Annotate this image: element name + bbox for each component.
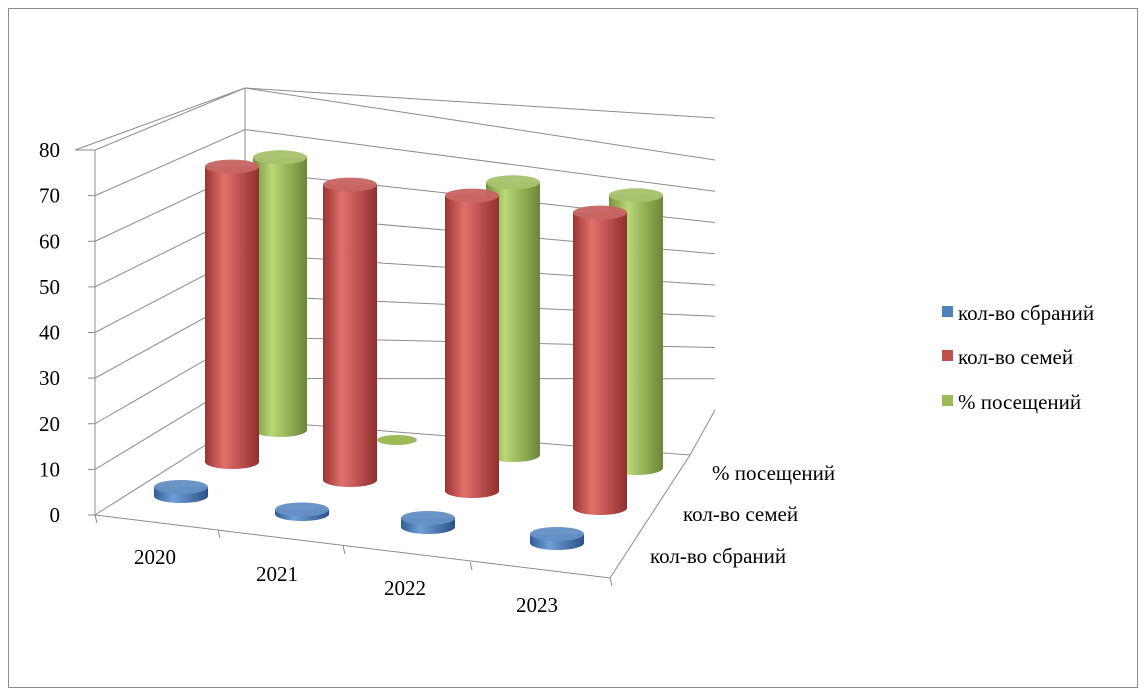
legend-label-2: % посещений — [958, 390, 1081, 414]
gridline — [94, 128, 716, 197]
bar-top — [445, 188, 499, 203]
bars-layer — [154, 150, 663, 550]
category-label: 2021 — [256, 562, 298, 586]
bar-body — [253, 157, 307, 437]
bar-body — [205, 166, 259, 469]
category-label: 2020 — [134, 545, 176, 569]
bar-top — [253, 150, 307, 165]
legend-swatch-0 — [942, 306, 953, 317]
bar-top-highlight — [275, 502, 329, 517]
bar-top-highlight — [445, 188, 499, 203]
category-label: 2022 — [384, 576, 426, 600]
y-tick-label: 0 — [50, 503, 61, 527]
bar-body — [486, 182, 540, 462]
bar-top-highlight — [154, 480, 208, 494]
bar-top — [154, 480, 208, 494]
depth-label: кол-во семей — [683, 502, 798, 526]
x-tick-mark — [469, 561, 473, 571]
depth-label: % посещений — [712, 461, 835, 485]
y-tick-label: 70 — [39, 184, 60, 208]
y-tick-label: 60 — [39, 229, 60, 253]
bar-top-highlight — [253, 150, 307, 165]
y-tick-labels: 0 10 20 30 40 50 60 70 80 — [39, 138, 60, 527]
bar-top — [573, 205, 627, 220]
legend-swatch-2 — [942, 395, 953, 406]
bar-1-3 — [573, 205, 627, 515]
bar-0-0 — [154, 480, 208, 503]
category-labels: 2020 2021 2022 2023 — [134, 545, 558, 617]
bar-0-3 — [530, 527, 584, 550]
x-tick-mark — [217, 529, 221, 539]
bar-top — [530, 527, 584, 541]
bar-top-highlight — [205, 159, 259, 174]
x-tick-mark — [609, 577, 613, 587]
bar-body — [445, 195, 499, 498]
legend-label-0: кол-во сбраний — [958, 301, 1094, 325]
floor-ticks — [94, 514, 613, 587]
y-tick-label: 30 — [39, 366, 60, 390]
bar-top-highlight — [486, 175, 540, 190]
bar-0-1 — [275, 502, 329, 521]
bar-2-1 — [377, 435, 417, 445]
legend: кол-во сбраний кол-во семей % посещений — [942, 301, 1094, 414]
y-tick-label: 10 — [39, 457, 60, 481]
bar-zero-disc — [377, 435, 417, 445]
bar-top-highlight — [609, 188, 663, 203]
bar-top-highlight — [323, 177, 377, 192]
y-tick-label: 80 — [39, 138, 60, 162]
bar-2-2 — [486, 175, 540, 462]
bar-top — [401, 511, 455, 525]
legend-label-1: кол-во семей — [958, 345, 1073, 369]
gridline — [94, 87, 716, 161]
bar-1-1 — [323, 177, 377, 487]
bar-1-2 — [445, 188, 499, 498]
x-tick-mark — [94, 514, 98, 524]
floor-right-edge — [689, 409, 716, 456]
bar-top-highlight — [573, 205, 627, 220]
bar-top-highlight — [401, 511, 455, 525]
y-tick-label: 50 — [39, 275, 60, 299]
bar-0-2 — [401, 511, 455, 534]
bar-top — [323, 177, 377, 192]
bar-2-0 — [253, 150, 307, 437]
depth-labels: кол-во сбраний кол-во семей % посещений — [650, 461, 835, 568]
y-tick-label: 40 — [39, 321, 60, 345]
legend-swatch-1 — [942, 350, 953, 361]
y-tick-label: 20 — [39, 412, 60, 436]
depth-label: кол-во сбраний — [650, 544, 786, 568]
category-label: 2023 — [516, 593, 558, 617]
x-tick-mark — [342, 545, 346, 555]
bar-body — [573, 212, 627, 515]
bar-top — [205, 159, 259, 174]
bar-top-highlight — [530, 527, 584, 541]
bar-top — [486, 175, 540, 190]
bar-top — [609, 188, 663, 203]
bar-1-0 — [205, 159, 259, 469]
bar-body — [323, 184, 377, 487]
bar-top — [275, 502, 329, 517]
